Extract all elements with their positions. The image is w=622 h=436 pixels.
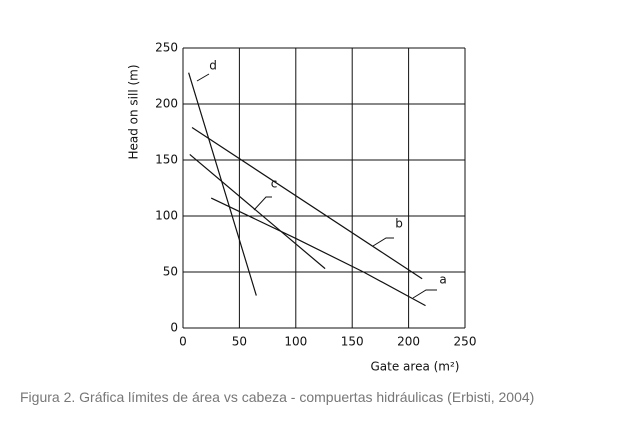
x-tick-label: 150 — [341, 335, 364, 349]
x-tick-label: 250 — [454, 335, 477, 349]
caption: Figura 2. Gráfica límites de área vs cab… — [20, 389, 535, 405]
x-tick-label: 50 — [232, 335, 247, 349]
y-tick-label: 100 — [155, 209, 178, 223]
label-leader — [253, 196, 272, 211]
series-label: a — [439, 273, 446, 287]
series-line — [189, 153, 326, 270]
label-leader — [412, 289, 437, 299]
y-axis-label: Head on sill (m) — [127, 64, 141, 159]
label-leader — [196, 73, 210, 82]
series-line — [188, 72, 257, 296]
x-tick-label: 0 — [179, 335, 187, 349]
x-tick-label: 200 — [397, 335, 420, 349]
y-tick-label: 150 — [155, 153, 178, 167]
y-tick-label: 0 — [170, 321, 178, 335]
y-tick-label: 200 — [155, 97, 178, 111]
series-line — [210, 197, 426, 307]
series-label: d — [209, 59, 217, 73]
label-leader — [372, 237, 394, 247]
series-label: b — [395, 217, 403, 231]
y-tick-label: 250 — [155, 41, 178, 55]
series-label: c — [271, 177, 278, 191]
y-tick-label: 50 — [163, 265, 178, 279]
series-line — [191, 127, 423, 280]
x-axis-label: Gate area (m²) — [371, 360, 460, 374]
x-tick-label: 100 — [284, 335, 307, 349]
chart: Gate area (m²) Head on sill (m) 0 50 100 15… — [127, 41, 477, 374]
